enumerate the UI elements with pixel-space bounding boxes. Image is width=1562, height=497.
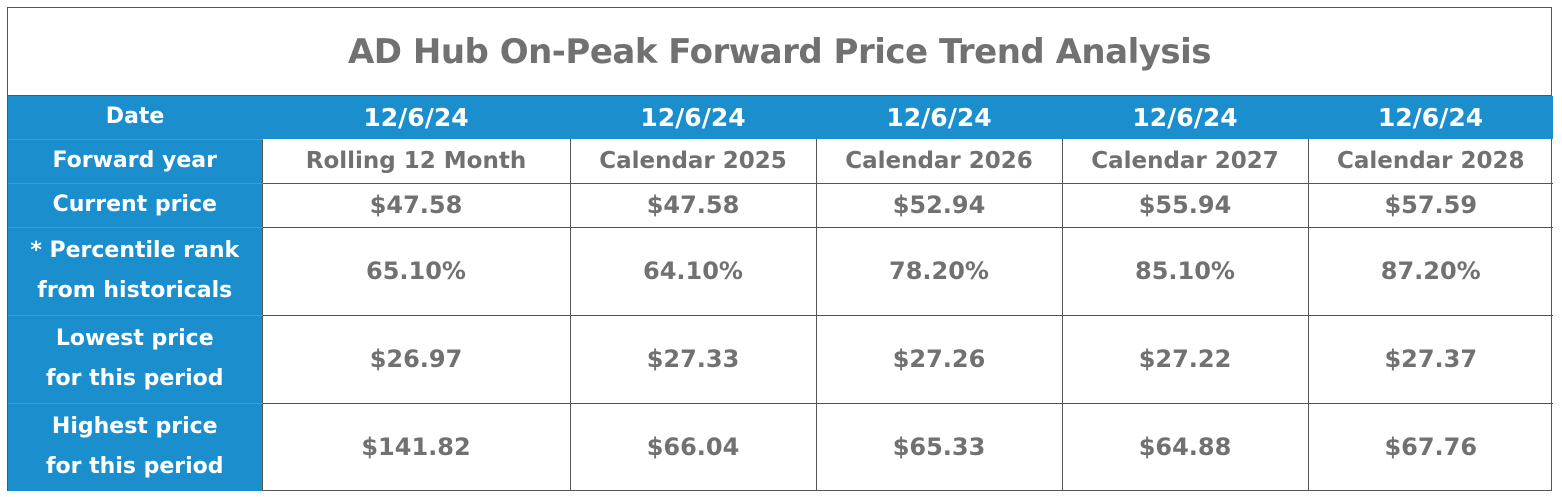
highest-price-row: Highest price for this period $141.82 $6…	[8, 403, 1553, 491]
price-trend-table-frame: AD Hub On-Peak Forward Price Trend Analy…	[7, 7, 1553, 491]
highest-price-cell: $141.82	[261, 403, 570, 491]
highest-price-cell: $66.04	[569, 403, 816, 491]
current-price-row: Current price $47.58 $47.58 $52.94 $55.9…	[8, 183, 1553, 228]
price-trend-table: Date 12/6/24 12/6/24 12/6/24 12/6/24 12/…	[8, 96, 1553, 491]
forward-year-cell: Calendar 2026	[815, 139, 1062, 184]
forward-year-cell: Calendar 2027	[1061, 139, 1308, 184]
forward-year-cell: Calendar 2028	[1307, 139, 1553, 184]
date-cell: 12/6/24	[262, 96, 570, 139]
row-label-line: Lowest price	[55, 326, 214, 351]
lowest-price-cell: $27.26	[815, 315, 1062, 404]
date-cell: 12/6/24	[1062, 96, 1308, 139]
current-price-cell: $47.58	[261, 183, 570, 228]
highest-price-cell: $64.88	[1061, 403, 1308, 491]
current-price-cell: $52.94	[815, 183, 1062, 228]
row-label-lowest-price: Lowest price for this period	[8, 315, 262, 404]
current-price-cell: $47.58	[569, 183, 816, 228]
current-price-cell: $55.94	[1061, 183, 1308, 228]
forward-year-cell: Calendar 2025	[569, 139, 816, 184]
lowest-price-row: Lowest price for this period $26.97 $27.…	[8, 315, 1553, 404]
row-label-line: for this period	[45, 366, 224, 391]
lowest-price-cell: $26.97	[261, 315, 570, 404]
row-label-forward-year: Forward year	[8, 139, 262, 184]
percentile-rank-cell: 65.10%	[261, 227, 570, 316]
lowest-price-cell: $27.22	[1061, 315, 1308, 404]
percentile-rank-cell: 78.20%	[815, 227, 1062, 316]
row-label-line: from historicals	[37, 278, 233, 303]
forward-year-row: Forward year Rolling 12 Month Calendar 2…	[8, 139, 1553, 184]
current-price-cell: $57.59	[1307, 183, 1553, 228]
lowest-price-cell: $27.33	[569, 315, 816, 404]
percentile-rank-row: * Percentile rank from historicals 65.10…	[8, 227, 1553, 316]
date-row: Date 12/6/24 12/6/24 12/6/24 12/6/24 12/…	[8, 96, 1553, 140]
title-bar: AD Hub On-Peak Forward Price Trend Analy…	[8, 8, 1551, 96]
date-cell: 12/6/24	[1308, 96, 1553, 139]
table-title: AD Hub On-Peak Forward Price Trend Analy…	[347, 31, 1212, 72]
lowest-price-cell: $27.37	[1307, 315, 1553, 404]
row-label-highest-price: Highest price for this period	[8, 403, 262, 491]
date-cell: 12/6/24	[816, 96, 1062, 139]
forward-year-cell: Rolling 12 Month	[261, 139, 570, 184]
row-label-percentile-rank: * Percentile rank from historicals	[8, 227, 262, 316]
row-label-line: for this period	[45, 454, 224, 480]
percentile-rank-cell: 85.10%	[1061, 227, 1308, 316]
percentile-rank-cell: 87.20%	[1307, 227, 1553, 316]
percentile-rank-cell: 64.10%	[569, 227, 816, 316]
highest-price-cell: $67.76	[1307, 403, 1553, 491]
row-label-line: Highest price	[51, 414, 218, 440]
row-label-date: Date	[8, 96, 262, 140]
date-cell: 12/6/24	[570, 96, 816, 139]
row-label-current-price: Current price	[8, 183, 262, 228]
row-label-line: * Percentile rank	[30, 238, 240, 263]
highest-price-cell: $65.33	[815, 403, 1062, 491]
